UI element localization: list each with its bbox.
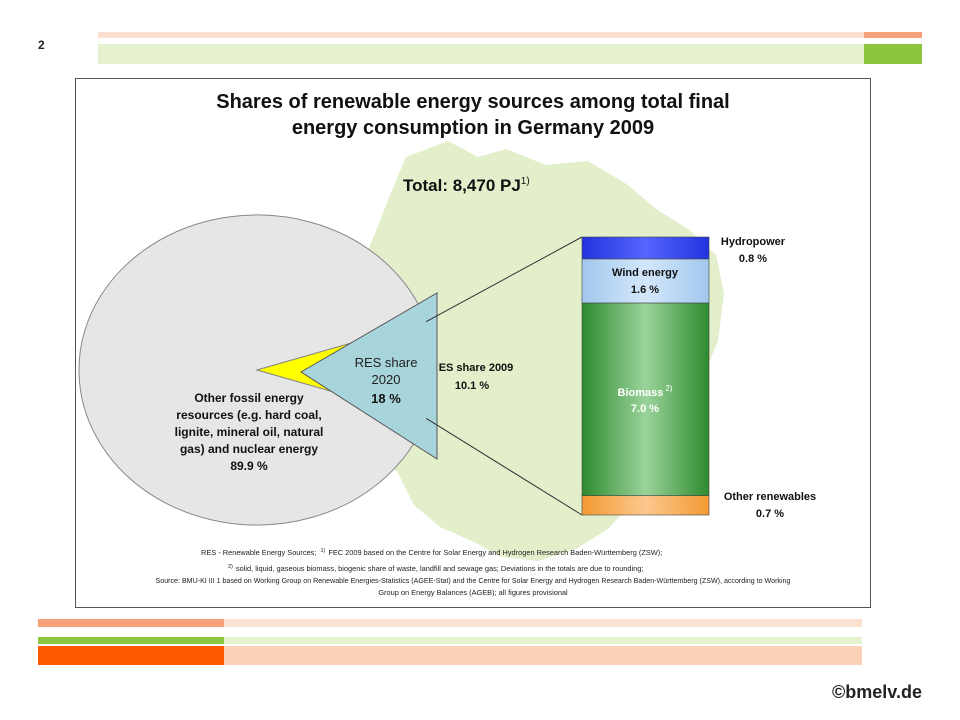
footer-band-peach [224,646,862,665]
footer-band-red [38,646,224,665]
res-2009-label: ES share 2009 [439,362,514,374]
footnote-1-text: FEC 2009 based on the Centre for Solar E… [328,548,662,557]
fossil-label-line3: lignite, mineral oil, natural [175,425,324,439]
pie-slice-other-fossil [78,214,427,526]
bar-segment-wind-energy [581,258,710,304]
footer-band-green-light [224,637,862,644]
bar-segment-hydropower [581,236,710,260]
header-band-green-light [98,44,864,64]
fossil-label-line2: resources (e.g. hard coal, [176,408,321,422]
fossil-label-line1: Other fossil energy [194,391,304,405]
wind-energy-label: Wind energy [612,267,679,279]
connector-line-bottom [425,417,583,516]
res-2020-label-line1: RES share [355,355,418,370]
connector-line-top [425,236,583,323]
chart: Shares of renewable energy sources among… [78,91,816,597]
res-2020-triangle [300,292,438,460]
footnote-2-text: solid, liquid, gaseous biomass, biogenic… [236,564,644,573]
res-2020-label-line2: 2020 [372,372,401,387]
wind-energy-value-label: 1.6 % [631,284,659,296]
footnote-res: RES - Renewable Energy Sources; [201,548,316,557]
footer-band-orange-top-light [224,619,862,627]
total-label: Total: 8,470 PJ1) [403,176,530,195]
total-value: Total: 8,470 PJ [403,176,521,195]
res-2009-value-label: 10.1 % [455,380,489,392]
biomass-name: Biomass [618,387,664,399]
footer-band-green [38,637,224,644]
total-superscript: 1) [521,176,530,187]
res-2020-value-label: 18 % [371,391,401,406]
hydropower-value-label: 0.8 % [739,253,767,265]
header-band-orange [864,32,922,38]
bar-segment-other-renewables [581,495,710,516]
footnote-source-line2: Group on Energy Balances (AGEB); all fig… [378,588,568,597]
bar-segment-biomass [581,302,710,497]
other-renewables-value-label: 0.7 % [756,508,784,520]
chart-frame: Shares of renewable energy sources among… [75,78,871,608]
header-band-orange-light [98,32,864,38]
fossil-value-label: 89.9 % [230,459,268,473]
stacked-bar [581,236,710,516]
chart-title-line2: energy consumption in Germany 2009 [292,117,654,139]
chart-title-line1: Shares of renewable energy sources among… [216,91,730,113]
footnote-2-marker: 2) [228,564,233,570]
biomass-label: Biomass 2) [618,384,673,399]
footer-band-orange-top [38,619,224,627]
footnote-source-line1: Source: BMU-KI III 1 based on Working Gr… [156,577,791,585]
footnote-line2: 2) solid, liquid, gaseous biomass, biogen… [228,564,643,573]
biomass-value-label: 7.0 % [631,403,659,415]
page-number: 2 [38,38,45,52]
hydropower-label: Hydropower [721,236,786,248]
footnote-1-marker: 1) [320,548,325,554]
footnote-line1: RES - Renewable Energy Sources; 1) FEC 200… [201,548,662,557]
other-renewables-label: Other renewables [724,491,816,503]
header-band-green [864,44,922,64]
fossil-label-line4: gas) and nuclear energy [180,442,318,456]
brand-logo: ©bmelv.de [832,682,922,702]
biomass-superscript: 2) [665,384,672,393]
